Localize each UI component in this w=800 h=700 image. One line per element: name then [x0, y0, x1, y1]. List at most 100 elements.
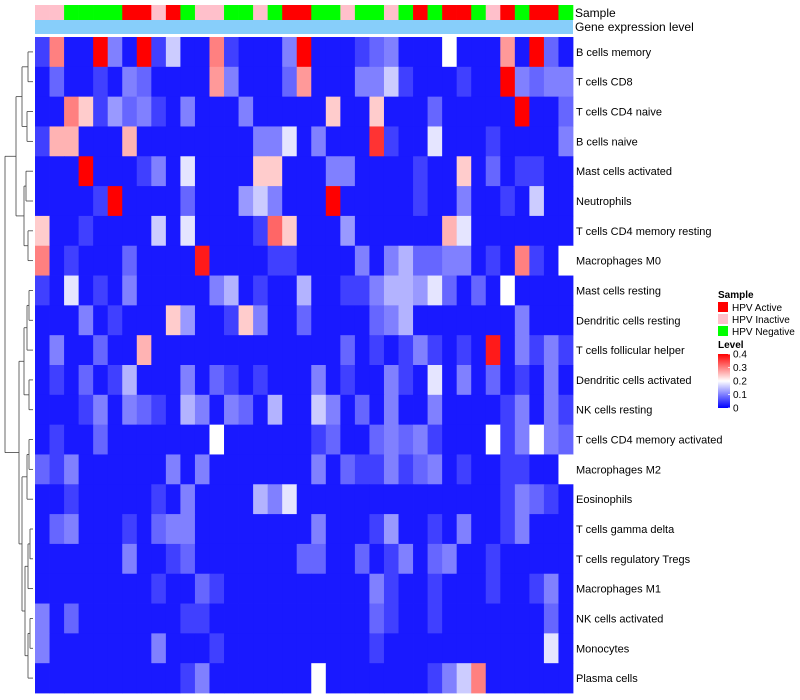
heatmap-cell: [529, 126, 545, 157]
sample-annotation-cell: [151, 5, 167, 20]
heatmap-cell: [471, 514, 487, 545]
heatmap-cell: [180, 603, 196, 634]
heatmap-cell: [151, 424, 167, 455]
heatmap-cell: [427, 454, 443, 485]
level-tick-label: 0.4: [733, 350, 747, 361]
heatmap-cell: [93, 454, 109, 485]
heatmap-cell: [296, 424, 312, 455]
heatmap-cell: [238, 305, 254, 336]
sample-annotation-track: [35, 5, 574, 20]
heatmap-cell: [296, 484, 312, 515]
heatmap-cell: [558, 424, 574, 455]
heatmap-cell: [136, 37, 152, 68]
heatmap-cell: [180, 365, 196, 396]
heatmap-cell: [311, 245, 327, 276]
heatmap-cell: [354, 543, 370, 575]
heatmap-cell: [442, 275, 458, 306]
heatmap-cell: [383, 126, 399, 157]
heatmap-cell: [442, 66, 458, 98]
heatmap-cell: [442, 186, 458, 217]
heatmap-cell: [427, 633, 443, 664]
heatmap-cell: [325, 186, 341, 217]
sample-annotation-cell: [64, 5, 79, 20]
heatmap-cell: [500, 275, 516, 306]
heatmap-cell: [238, 424, 254, 455]
heatmap-cell: [238, 394, 254, 426]
heatmap-cell: [442, 394, 458, 426]
heatmap-cell: [383, 66, 399, 98]
sample-legend-swatch: [718, 302, 728, 312]
heatmap-cell: [427, 275, 443, 306]
heatmap-cell: [165, 215, 181, 247]
heatmap-cell: [558, 543, 574, 575]
row-label: B cells memory: [576, 47, 652, 59]
heatmap-cell: [224, 424, 239, 455]
heatmap-cell: [122, 215, 138, 247]
heatmap-cell: [514, 156, 530, 187]
heatmap-cell: [64, 424, 80, 455]
heatmap-cell: [136, 663, 152, 694]
heatmap-cell: [354, 514, 370, 545]
heatmap-cell: [471, 305, 487, 336]
heatmap-cell: [543, 424, 559, 455]
heatmap-cell: [253, 215, 269, 247]
heatmap-cell: [107, 156, 123, 187]
heatmap-cell: [282, 454, 298, 485]
heatmap-cell: [471, 454, 487, 485]
heatmap-cell: [500, 663, 516, 694]
heatmap-cell: [514, 543, 530, 575]
heatmap-cell: [500, 484, 516, 515]
heatmap-cell: [267, 663, 283, 694]
heatmap-cell: [165, 603, 181, 634]
heatmap-cell: [151, 186, 167, 217]
heatmap-cell: [514, 245, 530, 276]
heatmap-cell: [471, 37, 487, 68]
sample-legend-swatch: [718, 314, 728, 324]
heatmap-cell: [514, 186, 530, 217]
heatmap-cell: [543, 186, 559, 217]
heatmap-cell: [194, 37, 210, 68]
heatmap-cell: [253, 573, 269, 604]
heatmap-cell: [64, 156, 80, 187]
heatmap-cell: [107, 543, 123, 575]
heatmap-cell: [354, 663, 370, 694]
heatmap-cell: [543, 126, 559, 157]
heatmap-cell: [107, 394, 123, 426]
heatmap-cell: [238, 215, 254, 247]
heatmap-cell: [122, 96, 138, 127]
heatmap-cell: [354, 394, 370, 426]
heatmap-cell: [413, 156, 428, 187]
heatmap-cell: [311, 156, 327, 187]
heatmap-cell: [485, 96, 501, 127]
heatmap-cell: [369, 484, 385, 515]
row-label: NK cells resting: [576, 405, 652, 417]
heatmap-cell: [122, 603, 138, 634]
heatmap-cell: [93, 543, 109, 575]
heatmap-cell: [35, 454, 50, 485]
heatmap-cell: [529, 245, 545, 276]
heatmap-cell: [427, 245, 443, 276]
heatmap-cell: [543, 275, 559, 306]
heatmap-cell: [78, 215, 94, 247]
heatmap-cell: [413, 663, 428, 694]
row-label: T cells CD8: [576, 77, 633, 89]
row-dendrogram: [4, 51, 33, 679]
row-label: Mast cells resting: [576, 285, 661, 297]
heatmap-cell: [325, 394, 341, 426]
heatmap-cell: [485, 126, 501, 157]
heatmap-cell: [78, 514, 94, 545]
heatmap-cell: [136, 633, 152, 664]
heatmap-cell: [354, 305, 370, 336]
heatmap-cell: [194, 514, 210, 545]
heatmap-cell: [500, 215, 516, 247]
heatmap-cell: [514, 126, 530, 157]
heatmap-cell: [180, 275, 196, 306]
heatmap-cell: [267, 215, 283, 247]
heatmap-cell: [180, 543, 196, 575]
sample-annotation-cell: [107, 5, 123, 20]
heatmap-cell: [180, 126, 196, 157]
heatmap-cell: [514, 484, 530, 515]
heatmap-cell: [238, 66, 254, 98]
heatmap-cell: [325, 37, 341, 68]
heatmap-cell: [529, 275, 545, 306]
